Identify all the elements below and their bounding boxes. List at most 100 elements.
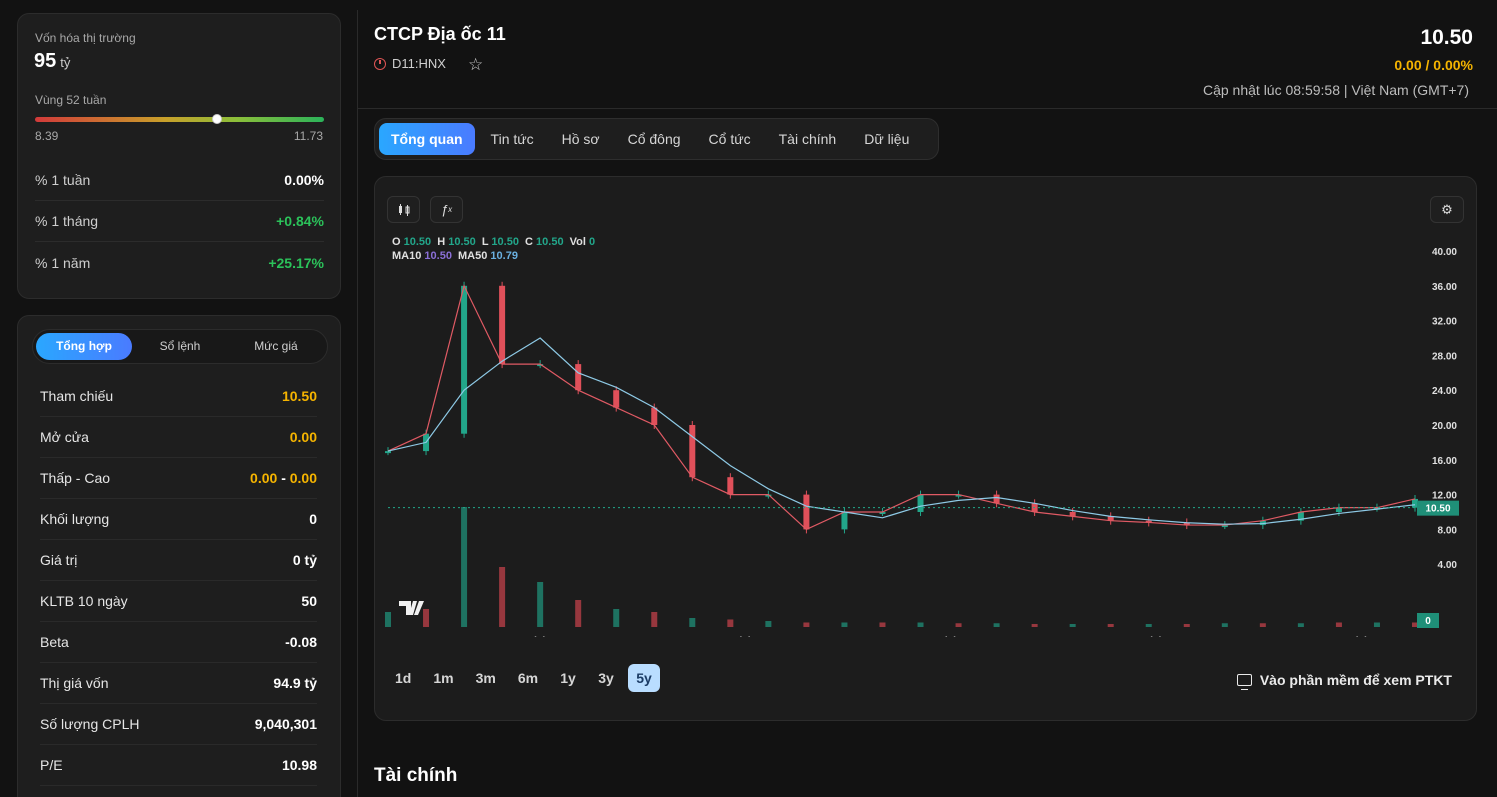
- range-5y[interactable]: 5y: [628, 664, 661, 692]
- volume-bar: [879, 622, 886, 627]
- perf-row-1w: % 1 tuần 0.00%: [35, 160, 324, 201]
- x-tick-label: 2024: [860, 636, 883, 637]
- stat-row-shares: Số lượng CPLH 9,040,301: [40, 704, 317, 745]
- candlestick-icon[interactable]: [387, 196, 420, 223]
- candle-body: [1297, 512, 1304, 521]
- price-tag-box: [1417, 500, 1459, 516]
- volume-bar: [765, 621, 772, 627]
- candle-body: [651, 407, 658, 425]
- price-change: 0.00 / 0.00%: [1394, 57, 1473, 73]
- volume-bar: [537, 582, 544, 627]
- stat-row-avgvol: KLTB 10 ngày 50: [40, 581, 317, 622]
- x-tick-label: Tháng 6: [1350, 636, 1389, 637]
- volume-bar: [1145, 624, 1152, 627]
- ptkt-link[interactable]: Vào phần mềm để xem PTKT: [1236, 672, 1452, 690]
- market-cap-card: Vốn hóa thị trường 95 tỷ Vùng 52 tuần 8.3…: [17, 13, 341, 299]
- volume-bar: [461, 507, 468, 627]
- stat-row-open: Mở cửa 0.00: [40, 417, 317, 458]
- current-price: 10.50: [1420, 26, 1473, 49]
- range-1m[interactable]: 1m: [433, 670, 454, 686]
- stat-value: 0: [309, 511, 317, 527]
- subtab-summary[interactable]: Tổng hợp: [36, 333, 132, 360]
- perf-row-1y: % 1 năm +25.17%: [35, 242, 324, 283]
- tab-dividends[interactable]: Cổ tức: [708, 131, 751, 147]
- volume-bar: [423, 609, 430, 627]
- stat-label: Số lượng CPLH: [40, 716, 140, 732]
- candle-body: [917, 494, 924, 512]
- candle-body: [689, 425, 696, 478]
- stat-row-lowhigh: Thấp - Cao 0.00 - 0.00: [40, 458, 317, 499]
- tab-overview[interactable]: Tổng quan: [379, 123, 475, 155]
- perf-label: % 1 năm: [35, 254, 91, 271]
- y-tick-label: 32.00: [1432, 317, 1457, 328]
- subtab-price-levels[interactable]: Mức giá: [254, 339, 298, 353]
- star-icon[interactable]: ☆: [468, 55, 484, 74]
- candle-body: [537, 364, 544, 367]
- range-3m[interactable]: 3m: [475, 670, 496, 686]
- perf-label: % 1 tháng: [35, 213, 99, 229]
- perf-value: 0.00%: [284, 172, 324, 188]
- volume-bar: [385, 612, 391, 627]
- candle-body: [1145, 520, 1152, 523]
- perf-label: % 1 tuần: [35, 172, 91, 188]
- header-divider: [358, 108, 1497, 109]
- x-tick-label: 2026: [1270, 636, 1293, 637]
- range-3y[interactable]: 3y: [598, 670, 614, 686]
- candle-body: [1221, 525, 1228, 528]
- week52-range-bar: [35, 114, 324, 124]
- stat-row-value: Giá trị 0 tỷ: [40, 540, 317, 581]
- gear-icon[interactable]: ⚙: [1430, 196, 1464, 223]
- range-buttons: 1d 1m 3m 6m 1y 3y 5y: [387, 664, 661, 692]
- week52-max: 11.73: [293, 129, 323, 143]
- stat-label: Thị giá vốn: [40, 675, 109, 691]
- stats-subtabs: Tổng hợp Sổ lệnh Mức giá: [32, 329, 328, 364]
- stat-value: 0.00: [289, 429, 317, 445]
- x-tick-label: 2025: [1065, 636, 1088, 637]
- volume-bar: [917, 622, 924, 627]
- tab-data[interactable]: Dữ liệu: [864, 131, 910, 147]
- candle-body: [1259, 520, 1266, 526]
- volume-bar: [841, 622, 848, 627]
- stat-label: Mở cửa: [40, 429, 89, 445]
- x-tick-label: 2022: [449, 636, 472, 637]
- tab-financials[interactable]: Tài chính: [778, 131, 837, 147]
- price-chart[interactable]: 40.00 36.00 32.00 28.00 24.00 20.00 16.00 12.00…: [375, 177, 1476, 637]
- x-tick-label: 2023: [654, 636, 677, 637]
- volume-bar: [651, 612, 658, 627]
- volume-bar: [1031, 624, 1038, 627]
- company-name: CTCP Địa ốc 11: [374, 24, 506, 44]
- week52-label: Vùng 52 tuần: [35, 93, 107, 107]
- tab-shareholders[interactable]: Cổ đông: [627, 131, 681, 147]
- volume-bar: [1221, 623, 1228, 627]
- volume-bar: [955, 623, 962, 627]
- stat-value: 10.98: [281, 757, 317, 773]
- volume-bar: [1069, 624, 1076, 627]
- range-1d[interactable]: 1d: [395, 670, 412, 686]
- volume-bar: [1259, 623, 1266, 627]
- candle-body: [1412, 498, 1418, 508]
- x-tick-label: Tháng 6: [939, 636, 978, 637]
- tab-profile[interactable]: Hồ sơ: [561, 131, 600, 147]
- perf-value: +0.84%: [276, 213, 324, 229]
- candle-body: [803, 494, 810, 530]
- subtab-orderbook[interactable]: Sổ lệnh: [159, 339, 201, 353]
- range-6m[interactable]: 6m: [517, 670, 539, 686]
- ma50-line: [387, 337, 1416, 525]
- tab-news[interactable]: Tin tức: [490, 131, 534, 147]
- stat-label: Khối lượng: [40, 511, 110, 527]
- y-tick-label: 24.00: [1432, 386, 1457, 397]
- main-tabs: Tổng quan Tin tức Hồ sơ Cổ đông Cổ tức T…: [374, 118, 939, 160]
- volume-bar: [689, 618, 696, 627]
- candle-body: [575, 364, 582, 391]
- stat-row-ref: Tham chiếu 10.50: [40, 376, 317, 417]
- stat-value: 94.9 tỷ: [273, 675, 317, 691]
- candle-body: [385, 451, 391, 454]
- candle-body: [765, 494, 772, 497]
- stat-value: -0.08: [285, 634, 317, 650]
- ptkt-label: Vào phần mềm để xem PTKT: [1259, 672, 1452, 688]
- candle-body: [993, 494, 1000, 504]
- candle-body: [727, 477, 734, 495]
- y-tick-label: 20.00: [1432, 421, 1457, 432]
- range-1y[interactable]: 1y: [560, 670, 576, 686]
